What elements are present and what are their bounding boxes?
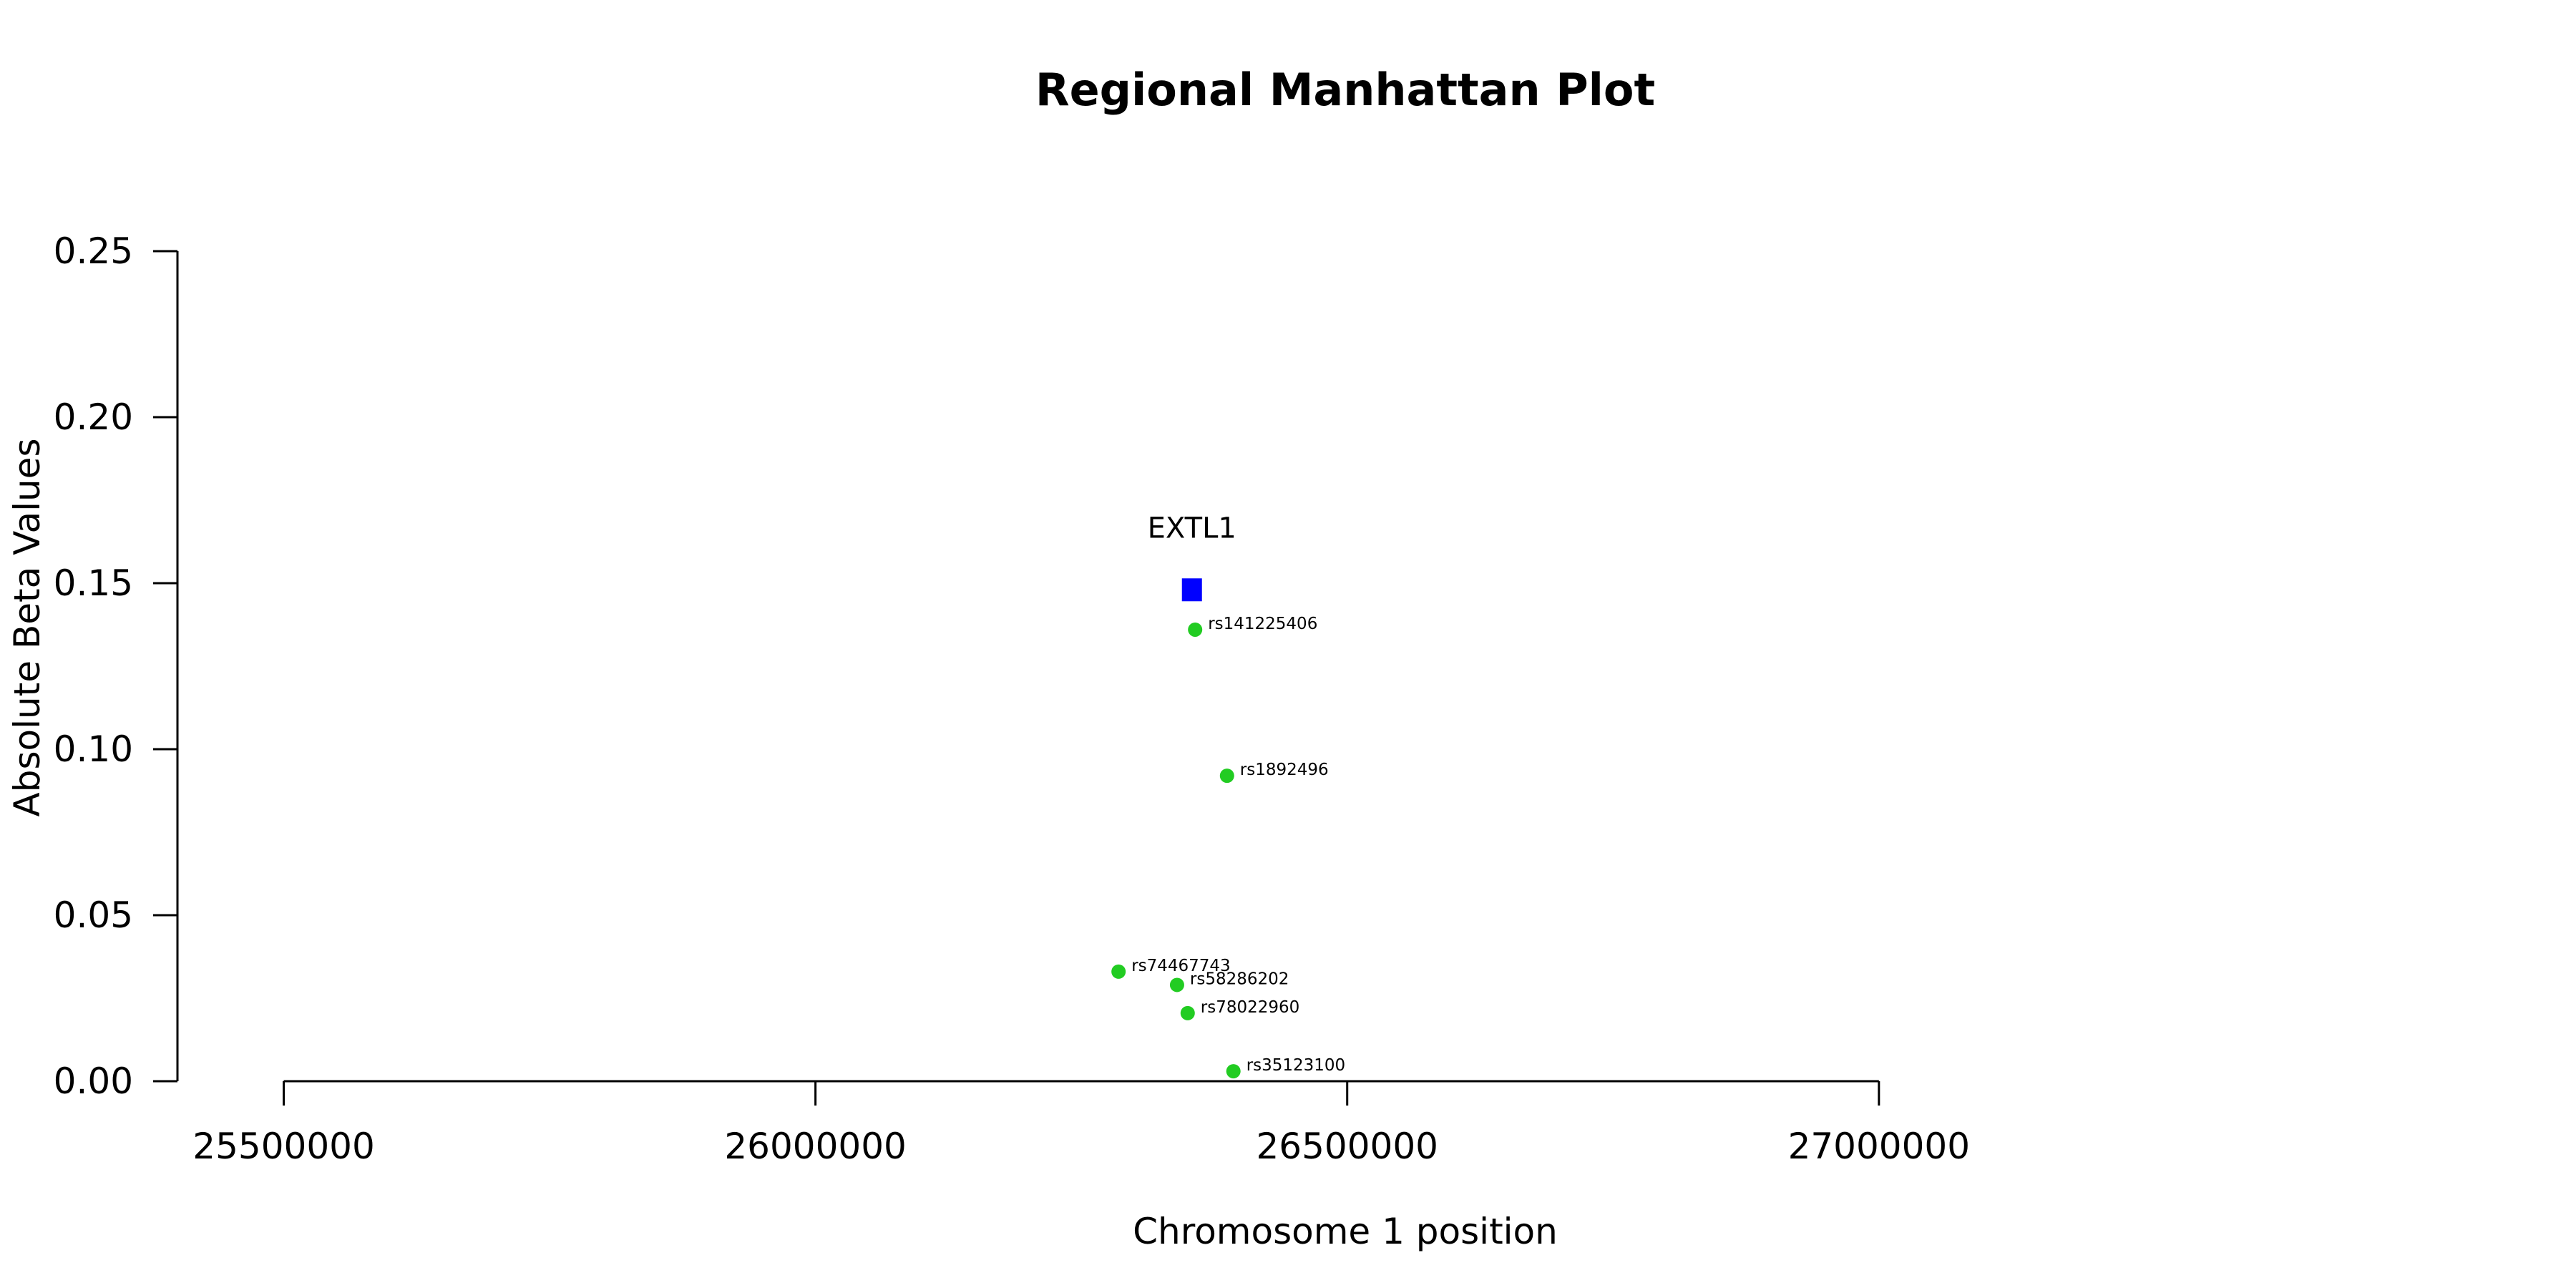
x-tick-label: 25500000	[192, 1126, 375, 1167]
y-tick-label: 0.10	[54, 728, 133, 770]
snp-point	[1188, 622, 1203, 637]
snp-label: rs141225406	[1208, 615, 1317, 633]
snp-points: rs141225406 rs1892496 rs74467743rs58286202…	[1111, 615, 1346, 1079]
y-tick-label: 0.00	[54, 1060, 133, 1102]
snp-point	[1219, 769, 1234, 784]
x-axis-ticks: 25500000 26000000 26500000 27000000	[192, 1081, 1970, 1167]
y-axis-ticks: 0.00 0.05 0.10 0.15 0.20 0.25	[54, 230, 177, 1102]
gene-marker	[1181, 578, 1202, 602]
gene-markers: EXTL1	[1148, 512, 1236, 602]
y-tick-label: 0.15	[54, 562, 133, 604]
snp-label: rs78022960	[1201, 998, 1300, 1017]
x-tick-label: 26000000	[724, 1126, 907, 1167]
x-axis-label: Chromosome 1 position	[1133, 1211, 1558, 1252]
snp-label: rs35123100	[1246, 1056, 1346, 1075]
gene-label: EXTL1	[1148, 512, 1236, 545]
y-tick-label: 0.20	[54, 396, 133, 438]
snp-point	[1111, 964, 1126, 979]
snp-point	[1169, 977, 1184, 992]
x-tick-label: 27000000	[1788, 1126, 1971, 1167]
snp-label: rs74467743	[1131, 957, 1231, 975]
x-tick-label: 26500000	[1256, 1126, 1438, 1167]
chart-title: Regional Manhattan Plot	[1035, 64, 1655, 116]
snp-point	[1226, 1064, 1241, 1079]
snp-point	[1180, 1005, 1195, 1020]
y-axis-label: Absolute Beta Values	[6, 439, 48, 817]
y-tick-label: 0.25	[54, 230, 133, 272]
snp-label: rs1892496	[1240, 761, 1329, 779]
y-tick-label: 0.05	[54, 894, 133, 936]
snp-label: rs58286202	[1190, 970, 1289, 988]
